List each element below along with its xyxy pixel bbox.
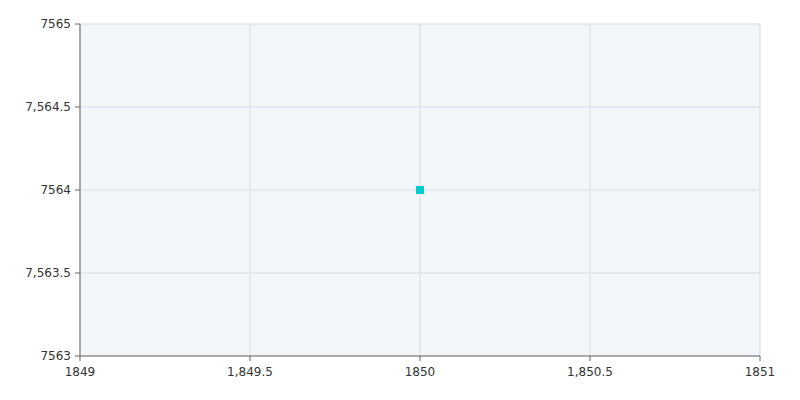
grid-line-y: [80, 24, 760, 25]
tick-y: [75, 107, 80, 108]
tick-y: [75, 24, 80, 25]
y-axis-line: [80, 24, 81, 356]
tick-y: [75, 356, 80, 357]
tick-label-y: 7,564.5: [25, 100, 71, 114]
tick-label-x: 1851: [745, 365, 776, 379]
tick-label-y: 7,563.5: [25, 266, 71, 280]
grid-line-x: [80, 24, 81, 356]
tick-x: [590, 356, 591, 361]
tick-y: [75, 273, 80, 274]
points: [416, 186, 424, 194]
grid-line-y: [80, 273, 760, 274]
tick-label-y: 7563: [40, 349, 71, 363]
tick-label-x: 1850: [405, 365, 436, 379]
grid: [80, 24, 760, 356]
tick-x: [760, 356, 761, 361]
grid-line-y: [80, 356, 760, 357]
chart-container: 1849 1,849.5 1850 1,850.5 1851 7563 7,563.5 756…: [0, 0, 800, 400]
plot-area: [80, 24, 760, 356]
tick-label-x: 1,850.5: [567, 365, 613, 379]
tick-label-y: 7565: [40, 17, 71, 31]
tick-x: [80, 356, 81, 361]
tick-label-x: 1849: [65, 365, 96, 379]
tick-y: [75, 190, 80, 191]
tick-x: [420, 356, 421, 361]
tick-label-y: 7564: [40, 183, 71, 197]
tick-x: [250, 356, 251, 361]
axes: 1849 1,849.5 1850 1,850.5 1851 7563 7,563.5 756…: [25, 17, 775, 379]
tick-label-x: 1,849.5: [227, 365, 273, 379]
chart: 1849 1,849.5 1850 1,850.5 1851 7563 7,563.5 756…: [0, 0, 800, 400]
x-axis-line: [80, 356, 760, 357]
point: [416, 186, 424, 194]
grid-line-y: [80, 107, 760, 108]
